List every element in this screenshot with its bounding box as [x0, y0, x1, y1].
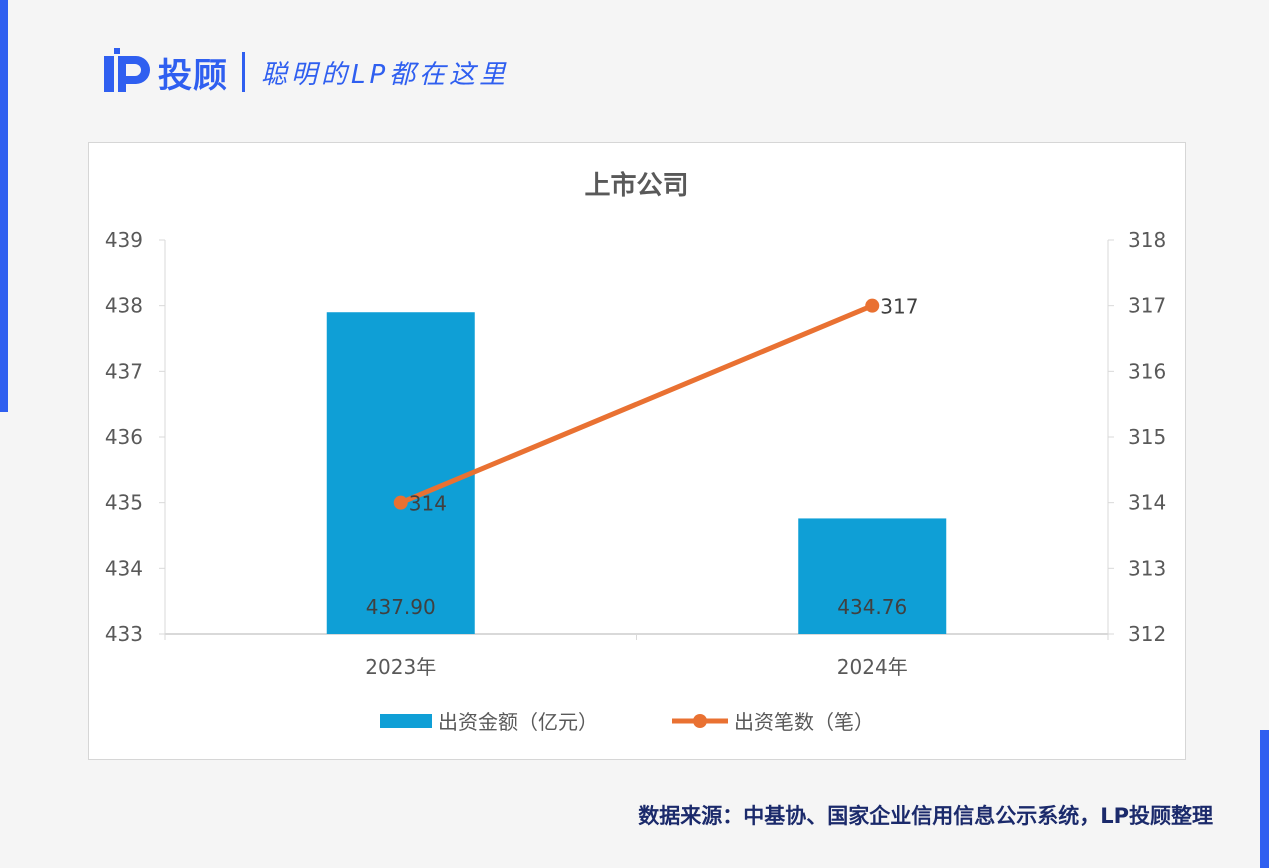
left-tick-label: 433: [105, 622, 143, 646]
right-tick-label: 317: [1128, 294, 1166, 318]
left-tick-label: 438: [105, 294, 143, 318]
left-tick-label: 436: [105, 425, 143, 449]
data-source: 数据来源：中基协、国家企业信用信息公示系统，LP投顾整理: [638, 804, 1213, 828]
bar: [326, 312, 475, 634]
bar: [798, 518, 947, 634]
chart-title: 上市公司: [584, 170, 688, 201]
bar-data-label: 437.90: [366, 595, 436, 619]
legend-line-label: 出资笔数（笔）: [734, 710, 874, 734]
lp-logo-icon: [104, 48, 150, 92]
left-tick-label: 437: [105, 359, 143, 383]
line-data-label: 317: [880, 295, 918, 319]
legend-line-marker: [693, 714, 707, 728]
right-tick-label: 318: [1128, 228, 1166, 252]
left-tick-label: 439: [105, 228, 143, 252]
legend-bar-label: 出资金额（亿元）: [438, 710, 598, 734]
right-tick-label: 315: [1128, 425, 1166, 449]
legend-bar-swatch: [380, 714, 432, 728]
slogan: 聪明的LP都在这里: [261, 59, 510, 90]
line-series: [398, 303, 875, 506]
divider: [242, 52, 245, 92]
right-tick-label: 316: [1128, 359, 1166, 383]
right-accent-bar: [1260, 730, 1269, 868]
line-point: [393, 495, 408, 510]
bar-data-label: 434.76: [837, 595, 907, 619]
right-tick-label: 314: [1128, 491, 1166, 515]
left-accent-bar: [0, 0, 8, 412]
right-tick-label: 312: [1128, 622, 1166, 646]
x-tick-label: 2023年: [365, 655, 436, 679]
chart-frame: [88, 142, 1186, 760]
left-tick-label: 434: [105, 556, 143, 580]
brand-header: 投顾 聪明的LP都在这里: [100, 46, 509, 98]
line-data-label: 314: [409, 492, 447, 516]
brand-name: 投顾: [158, 55, 228, 96]
right-tick-label: 313: [1128, 556, 1166, 580]
left-tick-label: 435: [105, 491, 143, 515]
x-tick-label: 2024年: [837, 655, 908, 679]
line-point: [865, 298, 880, 313]
